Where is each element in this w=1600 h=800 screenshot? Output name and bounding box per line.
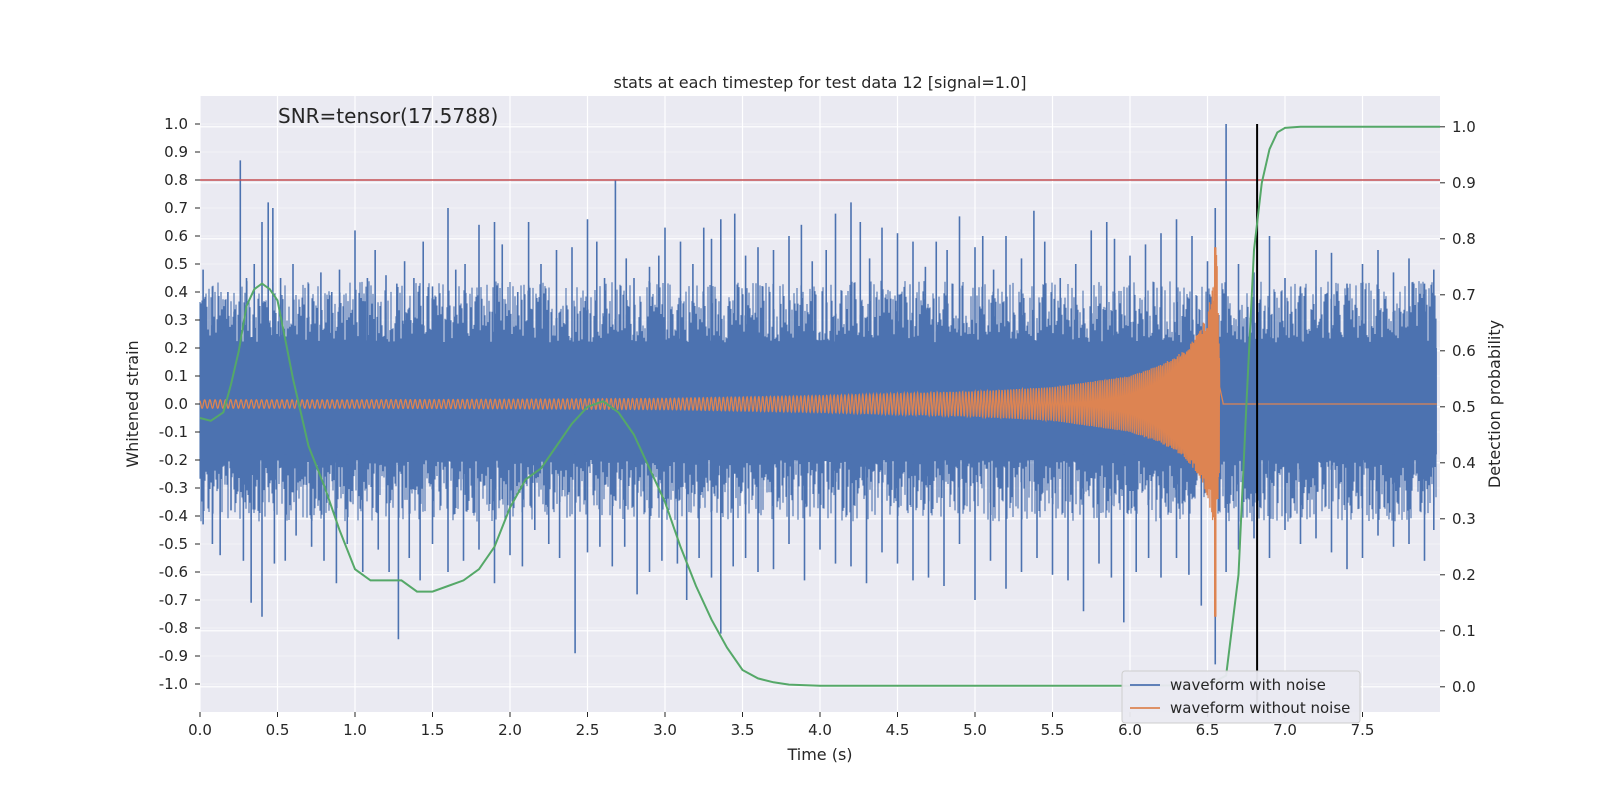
x-tick-label: 6.5 <box>1196 721 1220 739</box>
x-tick-label: 1.5 <box>421 721 445 739</box>
y-tick-label: -0.4 <box>159 507 188 525</box>
legend-label-clean: waveform without noise <box>1170 699 1350 717</box>
y-tick-label: 0.5 <box>164 255 188 273</box>
y2-tick-label: 0.3 <box>1452 510 1476 528</box>
y2-tick-label: 1.0 <box>1452 118 1476 136</box>
y-tick-label: -0.9 <box>159 647 188 665</box>
y2-axis-label: Detection probability <box>1485 320 1504 488</box>
data-layer <box>199 124 1440 712</box>
legend: waveform with noise waveform without noi… <box>1121 670 1361 724</box>
x-tick-label: 5.0 <box>963 721 987 739</box>
y-tick-label: -0.2 <box>159 451 188 469</box>
y2-tick-label: 0.8 <box>1452 230 1476 248</box>
x-tick-label: 3.5 <box>731 721 755 739</box>
y2-tick-label: 0.0 <box>1452 678 1476 696</box>
x-tick-label: 4.0 <box>808 721 832 739</box>
y2-tick-label: 0.4 <box>1452 454 1476 472</box>
y-tick-label: 0.8 <box>164 171 188 189</box>
y-axis-label: Whitened strain <box>123 340 142 467</box>
snr-annotation: SNR=tensor(17.5788) <box>278 104 498 128</box>
x-tick-label: 7.5 <box>1351 721 1375 739</box>
y-tick-label: 0.0 <box>164 395 188 413</box>
y2-tick-label: 0.2 <box>1452 566 1476 584</box>
y-tick-label: -0.3 <box>159 479 188 497</box>
x-axis: 0.0 0.5 1.0 1.5 2.0 2.5 3.0 3.5 4.0 4.5 5.0 5.5 6.0 6… <box>188 712 1374 739</box>
legend-box <box>1121 670 1361 724</box>
y2-tick-label: 0.1 <box>1452 622 1476 640</box>
y-tick-label: -0.8 <box>159 619 188 637</box>
x-tick-label: 2.0 <box>498 721 522 739</box>
legend-label-noise: waveform with noise <box>1170 676 1326 694</box>
x-tick-label: 7.0 <box>1273 721 1297 739</box>
y-tick-label: -0.5 <box>159 535 188 553</box>
y-tick-label: -0.1 <box>159 423 188 441</box>
x-tick-label: 3.0 <box>653 721 677 739</box>
y-tick-label: 0.1 <box>164 367 188 385</box>
y-axis-right: 1.0 0.9 0.8 0.7 0.6 0.5 0.4 0.3 0.2 0.1 0.0 <box>1440 118 1476 696</box>
y2-tick-label: 0.5 <box>1452 398 1476 416</box>
y2-tick-label: 0.6 <box>1452 342 1476 360</box>
x-tick-label: 2.5 <box>576 721 600 739</box>
y-tick-label: 0.3 <box>164 311 188 329</box>
y-tick-label: 0.4 <box>164 283 188 301</box>
y-tick-label: 0.9 <box>164 143 188 161</box>
y-axis-left: 1.0 0.9 0.8 0.7 0.6 0.5 0.4 0.3 0.2 0.1 0.0 -0.1 -0.… <box>159 115 200 693</box>
y-tick-label: 1.0 <box>164 115 188 133</box>
y-tick-label: 0.2 <box>164 339 188 357</box>
x-tick-label: 6.0 <box>1118 721 1142 739</box>
y2-tick-label: 0.9 <box>1452 174 1476 192</box>
y-tick-label: -0.6 <box>159 563 188 581</box>
chart-title: stats at each timestep for test data 12 … <box>614 73 1027 92</box>
y2-tick-label: 0.7 <box>1452 286 1476 304</box>
x-tick-label: 1.0 <box>343 721 367 739</box>
clean-waveform <box>199 254 1437 541</box>
x-tick-label: 0.5 <box>266 721 290 739</box>
y-tick-label: -1.0 <box>159 675 188 693</box>
y-tick-label: 0.6 <box>164 227 188 245</box>
x-axis-label: Time (s) <box>786 745 852 764</box>
y-tick-label: 0.7 <box>164 199 188 217</box>
x-tick-label: 4.5 <box>886 721 910 739</box>
y-tick-label: -0.7 <box>159 591 188 609</box>
x-tick-label: 5.5 <box>1041 721 1065 739</box>
x-tick-label: 0.0 <box>188 721 212 739</box>
